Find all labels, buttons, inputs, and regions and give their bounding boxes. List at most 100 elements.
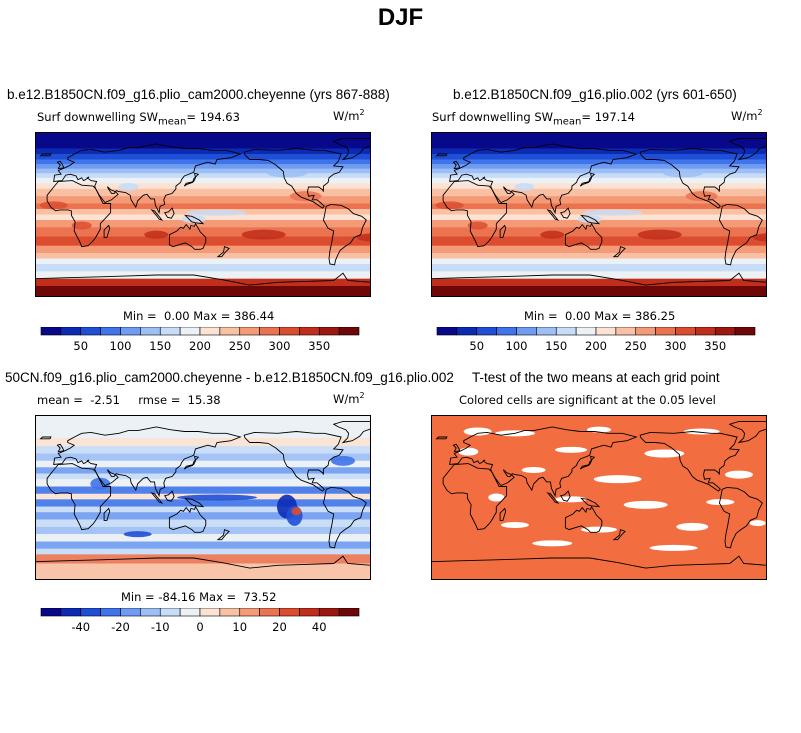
significance-field <box>431 415 767 580</box>
colorbar-swatch <box>259 327 280 336</box>
coast-iceland <box>39 153 52 157</box>
coast-borneo <box>559 490 571 502</box>
colorbar-swatch <box>456 327 478 336</box>
coast-iceland <box>435 153 448 157</box>
coast-north-america <box>639 148 740 209</box>
colorbar-swatch <box>516 327 537 336</box>
colorbar-tick-label: 250 <box>625 339 647 353</box>
coast-madagascar <box>499 224 507 238</box>
colorbar-swatch <box>655 327 676 336</box>
colorbar-tick-label: 50 <box>73 339 88 353</box>
panel3-title: 50CN.f09_g16.plio_cam2000.cheyenne - b.e… <box>5 370 454 385</box>
coast-greenland <box>332 420 371 444</box>
coast-australia <box>168 222 207 250</box>
colorbar-swatch <box>159 608 181 617</box>
colorbar-tick-label: -40 <box>71 620 90 634</box>
coastlines <box>35 137 371 297</box>
colorbar-swatch <box>536 327 557 336</box>
colorbar-tick-label: 10 <box>232 620 247 634</box>
coast-greenland <box>332 137 371 161</box>
panel1-title: b.e12.B1850CN.f09_g16.plio_cam2000.cheye… <box>7 87 390 102</box>
colorbar-tick-label: 150 <box>545 339 567 353</box>
coast-madagascar <box>103 224 111 238</box>
colorbar-swatch <box>179 327 201 336</box>
coast-new-zealand <box>612 245 626 258</box>
coast-new-guinea <box>184 497 205 508</box>
colorbar-tick-label: 200 <box>189 339 211 353</box>
coast-japan <box>579 455 596 470</box>
colorbar-swatch <box>575 327 597 336</box>
sw-field <box>35 132 371 297</box>
coast-iceland <box>39 436 52 440</box>
colorbar-swatch <box>338 608 360 617</box>
colorbar-swatch <box>120 327 141 336</box>
colorbar-swatch <box>318 608 340 617</box>
coast-north-america <box>243 148 344 209</box>
coast-new-guinea <box>580 497 601 508</box>
colorbar-swatch <box>734 327 756 336</box>
colorbar-swatch <box>555 327 577 336</box>
colorbar-swatch <box>40 608 62 617</box>
coast-japan <box>183 172 200 187</box>
panel2-map <box>431 132 767 297</box>
coast-sumatra <box>546 491 560 504</box>
panel2-colorbar: 50 100 150 200 250 300 350 <box>436 327 756 353</box>
colorbar-tick-label: -10 <box>151 620 170 634</box>
panel2-minmax: Min = 0.00 Max = 386.25 <box>524 309 676 323</box>
coast-britain <box>56 443 65 453</box>
coast-borneo <box>163 207 175 219</box>
panel2-title: b.e12.B1850CN.f09_g16.plio.002 (yrs 601-… <box>453 87 737 102</box>
colorbar-swatch <box>496 327 517 336</box>
coast-new-guinea <box>580 214 601 225</box>
panel2-field-label: Surf downwelling SWmean= 197.14 <box>432 110 635 128</box>
difference-field <box>35 415 371 580</box>
colorbar-tick-label: -20 <box>111 620 130 634</box>
coast-eurasia <box>449 143 638 215</box>
colorbar-tick-label: 40 <box>312 620 327 634</box>
map-frame <box>35 132 371 297</box>
coast-africa <box>46 180 112 248</box>
coast-south-america <box>718 486 763 549</box>
coast-madagascar <box>103 507 111 521</box>
colorbar-tick-label: 150 <box>149 339 171 353</box>
colorbar-swatch <box>219 327 241 336</box>
colorbar-swatch <box>120 608 141 617</box>
colorbar-swatch <box>159 327 181 336</box>
colorbar-swatch <box>436 327 458 336</box>
colorbar-swatch <box>140 327 161 336</box>
panel4-subtitle: Colored cells are significant at the 0.0… <box>459 393 716 407</box>
coast-borneo <box>559 207 571 219</box>
coast-africa <box>442 180 508 248</box>
colorbar-swatch <box>595 327 617 336</box>
colorbar-swatch <box>695 327 716 336</box>
coast-antarctica <box>35 272 371 297</box>
panel1-units: W/m2 <box>333 108 365 123</box>
panel3-colorbar: -40 -20 -10 0 10 20 40 <box>40 608 360 634</box>
coast-new-zealand <box>216 528 230 541</box>
colorbar-swatch <box>60 327 82 336</box>
map-frame <box>35 415 371 580</box>
coast-eurasia <box>53 426 242 498</box>
colorbar-swatch <box>318 327 340 336</box>
coast-sumatra <box>150 208 164 221</box>
coast-greenland <box>728 137 767 161</box>
coast-eurasia <box>449 426 638 498</box>
colorbar-swatch <box>239 327 260 336</box>
colorbar-swatch <box>100 608 121 617</box>
colorbar-swatch <box>100 327 121 336</box>
panel3-minmax: Min = -84.16 Max = 73.52 <box>121 590 277 604</box>
colorbar-swatch <box>80 608 101 617</box>
colorbar-swatch <box>615 327 637 336</box>
colorbar-swatch <box>199 327 221 336</box>
coast-borneo <box>163 490 175 502</box>
colorbar-tick-label: 300 <box>665 339 687 353</box>
coast-madagascar <box>499 507 507 521</box>
coast-south-america <box>322 486 367 549</box>
coast-sumatra <box>546 208 560 221</box>
colorbar-tick-label: 350 <box>704 339 726 353</box>
panel1-colorbar: 50 100 150 200 250 300 350 <box>40 327 360 353</box>
coast-south-america <box>322 203 367 266</box>
panel1-map <box>35 132 371 297</box>
colorbar-swatch <box>259 608 280 617</box>
panel3-map <box>35 415 371 580</box>
